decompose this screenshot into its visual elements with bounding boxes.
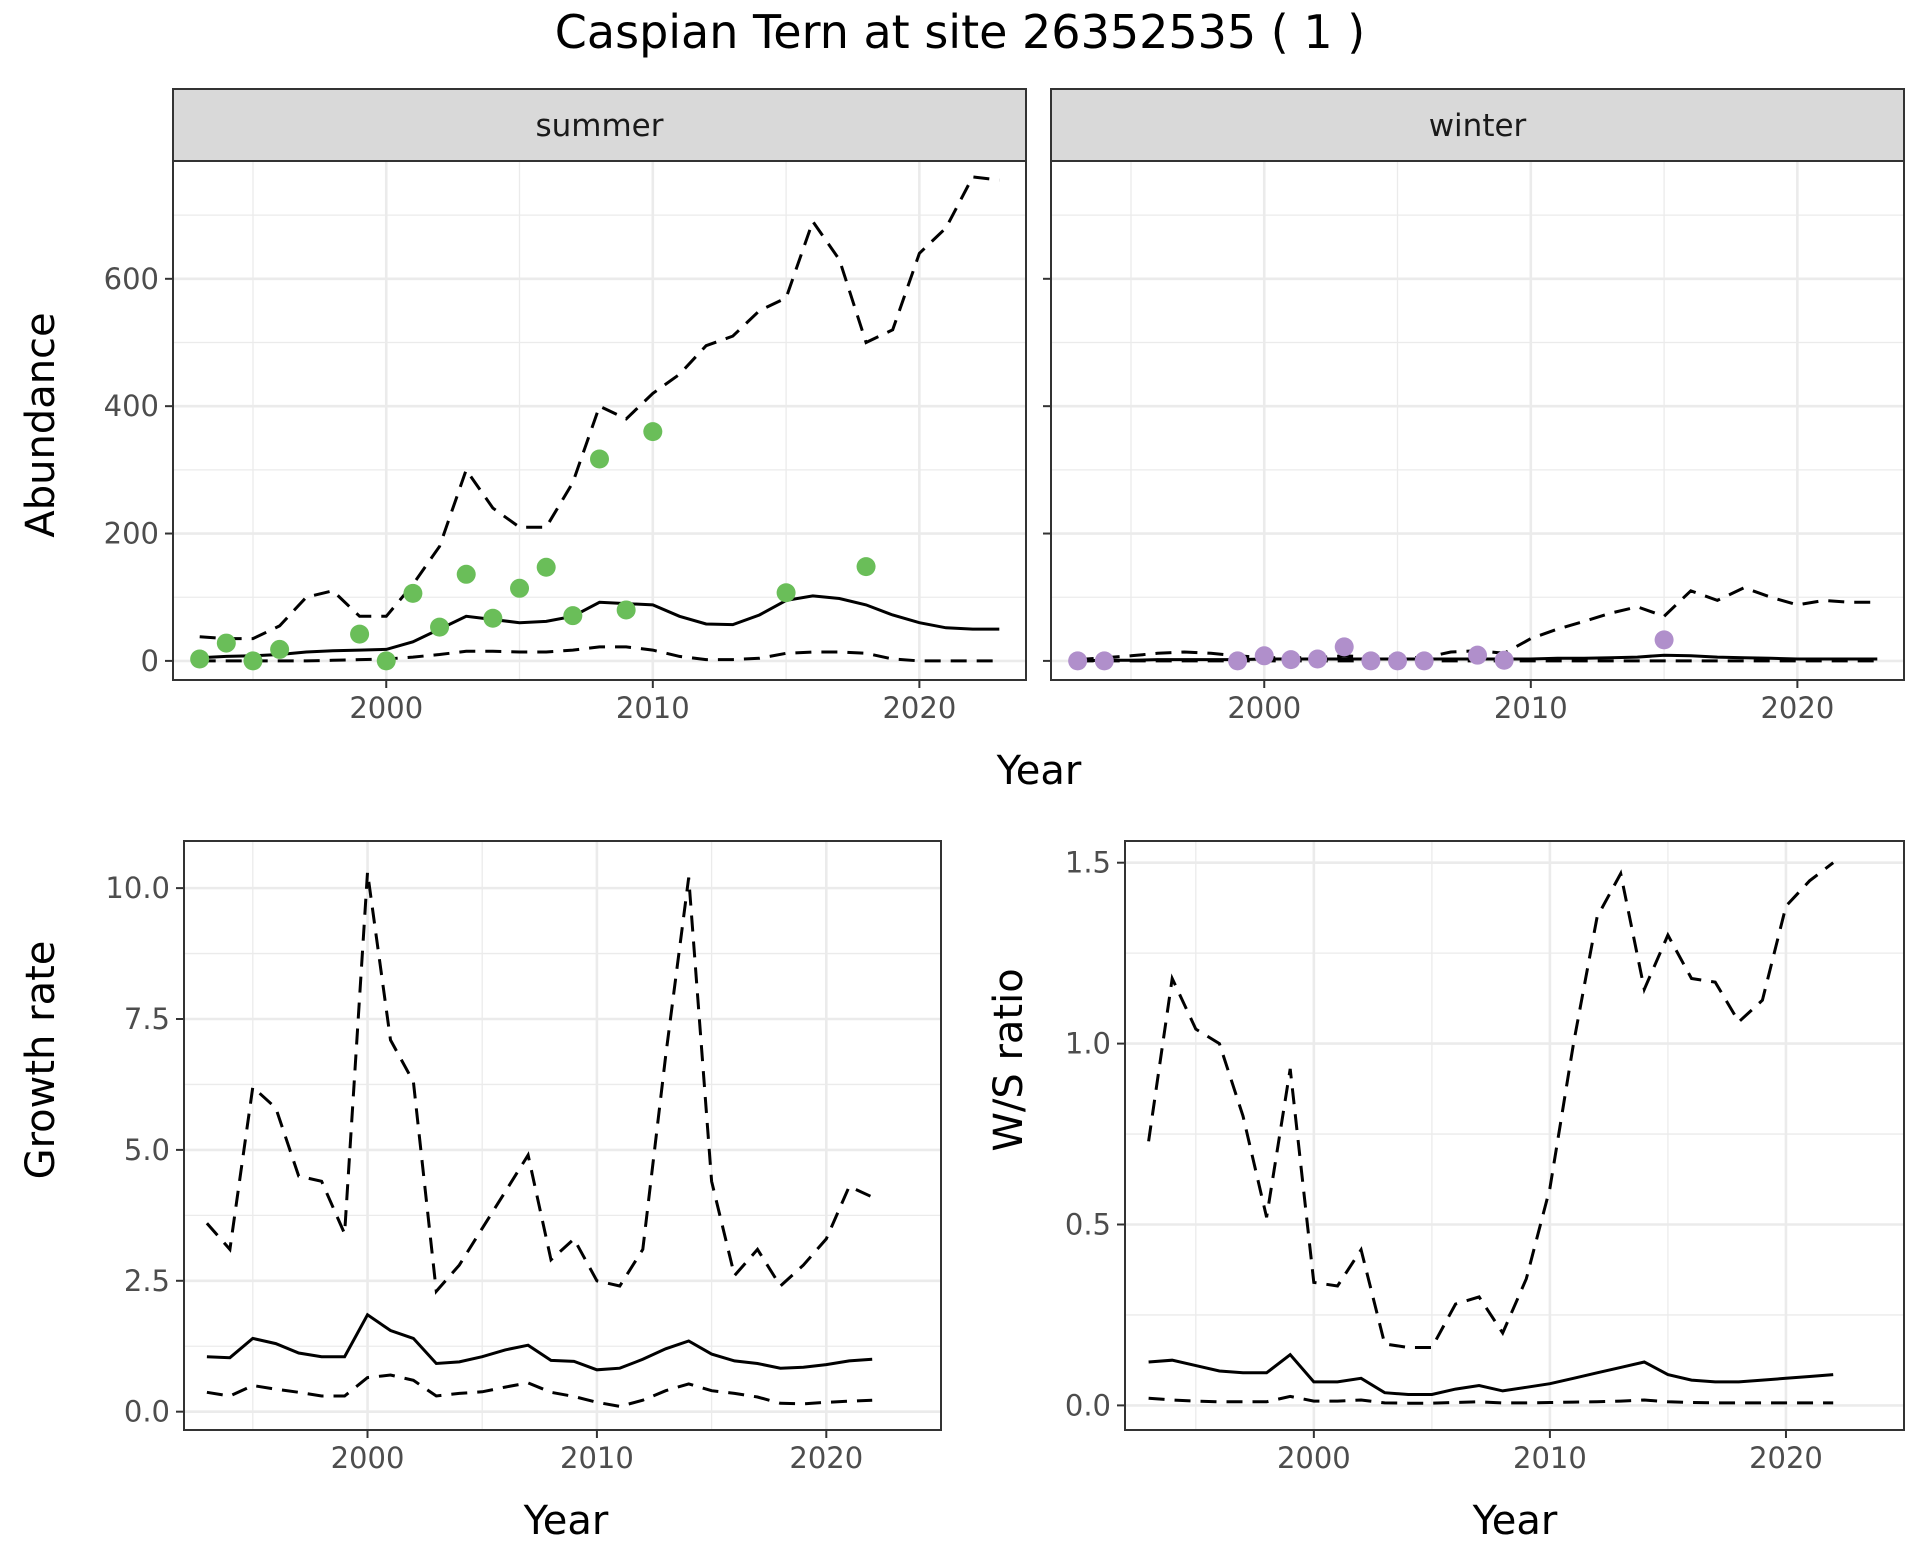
panel-background — [1125, 841, 1904, 1430]
x-tick-label: 2020 — [882, 691, 956, 725]
panel-summer-abundance: 2000 2010 2020 0 200 400 600 — [104, 160, 1027, 725]
data-point — [403, 583, 423, 603]
data-point — [776, 583, 796, 603]
x-tick-label: 2000 — [1227, 691, 1301, 725]
data-point — [536, 557, 556, 577]
x-tick-label: 2010 — [560, 1441, 634, 1475]
data-point — [350, 624, 370, 644]
panel-border — [183, 840, 942, 1431]
x-tick-label: 2000 — [349, 691, 423, 725]
strip-summer: summer — [172, 88, 1027, 162]
x-tick-label: 2020 — [789, 1441, 863, 1475]
data-point — [243, 651, 263, 671]
strip-winter-background — [1050, 88, 1905, 162]
strip-winter-label: winter — [1429, 108, 1527, 144]
x-tick-label: 2010 — [1513, 1441, 1587, 1475]
y-tick-label: 7.5 — [124, 1002, 170, 1036]
strip-summer-label: summer — [535, 108, 663, 144]
data-point — [1308, 649, 1328, 669]
panel-border — [172, 160, 1027, 681]
data-point — [590, 449, 609, 469]
x-tick-label: 2020 — [1749, 1441, 1823, 1475]
panel-background — [184, 841, 941, 1430]
data-point — [1281, 650, 1301, 670]
data-point — [1414, 651, 1434, 671]
series-lower-line — [199, 645, 1000, 663]
panel-border — [1050, 160, 1905, 681]
x-tick-label: 2020 — [1760, 691, 1834, 725]
data-point — [1068, 651, 1088, 671]
data-point — [1094, 651, 1114, 671]
data-point — [856, 557, 876, 577]
y-tick-label: 0 — [141, 644, 159, 678]
series-upper-line — [1147, 861, 1835, 1349]
data-point — [1361, 651, 1381, 671]
y-tick-label: 10.0 — [105, 871, 170, 905]
data-point — [456, 564, 476, 584]
data-point — [483, 608, 503, 628]
data-point — [190, 649, 210, 669]
x-tick-label: 2000 — [1277, 1441, 1351, 1475]
panel-ws-ratio: 2000 2010 2020 0.0 0.5 1.0 1.5 — [1065, 840, 1905, 1475]
data-point — [1228, 651, 1248, 671]
panel-border — [1124, 840, 1905, 1431]
figure-title: Caspian Tern at site 26352535 ( 1 ) — [555, 5, 1365, 59]
series-estimate-line — [199, 594, 1000, 660]
y-tick-label: 2.5 — [124, 1264, 170, 1298]
data-point — [1334, 637, 1354, 657]
panel-winter-abundance: 2000 2010 2020 — [1043, 160, 1905, 725]
series-estimate-line — [1148, 1352, 1834, 1396]
data-point — [270, 639, 290, 659]
y-tick-label: 5.0 — [124, 1133, 170, 1167]
ws-x-axis-title: Year — [1472, 1498, 1558, 1544]
panel-growth-rate: 2000 2010 2020 0.0 2.5 5.0 7.5 10.0 — [105, 840, 942, 1475]
data-point — [1388, 651, 1408, 671]
series-upper-line — [199, 175, 1000, 641]
y-tick-label: 1.5 — [1065, 846, 1111, 880]
growth-x-axis-title: Year — [523, 1498, 609, 1544]
data-point — [430, 617, 450, 637]
series-lower-line — [1148, 1394, 1834, 1405]
data-point — [1254, 646, 1274, 666]
series-lower-line — [206, 1373, 873, 1408]
data-point — [1654, 630, 1674, 650]
top-x-axis-title: Year — [996, 748, 1082, 794]
data-point — [563, 606, 583, 626]
ws-y-axis-title: W/S ratio — [986, 968, 1032, 1151]
x-tick-label: 2010 — [616, 691, 690, 725]
series-estimate-line — [206, 1312, 873, 1372]
data-point — [1468, 645, 1487, 665]
growth-y-axis-title: Growth rate — [18, 941, 64, 1180]
series-upper-line — [205, 872, 873, 1295]
top-y-axis-title: Abundance — [18, 312, 64, 537]
y-tick-label: 0.5 — [1065, 1208, 1111, 1242]
data-point — [616, 600, 636, 620]
y-tick-label: 200 — [104, 517, 159, 551]
panel-background — [173, 161, 1026, 680]
y-tick-label: 600 — [104, 262, 159, 296]
y-tick-label: 0.0 — [124, 1395, 170, 1429]
data-point — [1494, 650, 1514, 670]
panel-background — [1051, 161, 1904, 680]
strip-summer-background — [172, 88, 1027, 162]
data-point — [376, 651, 396, 671]
x-tick-label: 2010 — [1494, 691, 1568, 725]
strip-winter: winter — [1050, 88, 1905, 162]
data-point — [216, 633, 236, 653]
data-point — [510, 578, 530, 598]
data-point — [643, 422, 663, 442]
x-tick-label: 2000 — [331, 1441, 405, 1475]
y-tick-label: 0.0 — [1065, 1388, 1111, 1422]
y-tick-label: 400 — [104, 389, 159, 423]
y-tick-label: 1.0 — [1065, 1027, 1111, 1061]
